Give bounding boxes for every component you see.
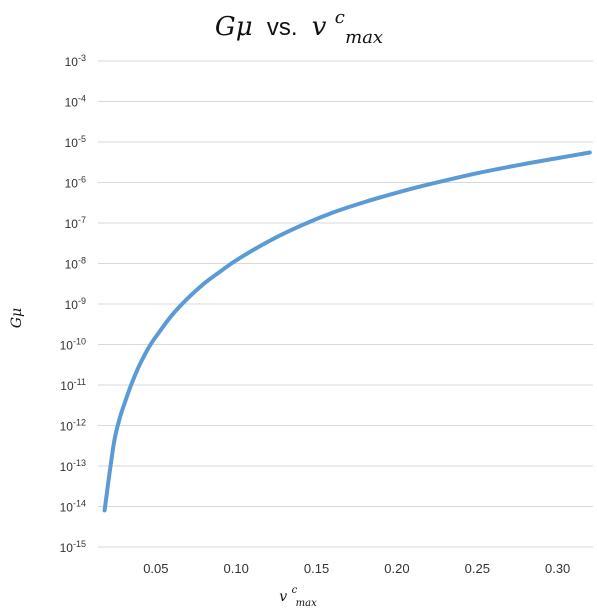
y-tick-base: 10	[60, 379, 74, 393]
x-tick-label: 0.05	[143, 561, 168, 576]
y-tick-label: 10-6	[65, 175, 86, 191]
y-tick-base: 10	[65, 55, 79, 69]
y-tick-exponent: -4	[78, 94, 86, 104]
x-axis-label-base: v	[279, 589, 287, 605]
x-axis-label-sup: c	[292, 585, 298, 596]
y-tick-base: 10	[65, 177, 79, 191]
x-axis-label-sub: max	[296, 598, 317, 609]
y-tick-base: 10	[65, 217, 79, 231]
title-rhs-sub: max	[345, 27, 383, 48]
y-tick-exponent: -11	[74, 377, 86, 387]
title-vs: vs.	[267, 14, 298, 41]
y-tick-base: 10	[65, 136, 79, 150]
y-tick-exponent: -10	[73, 337, 86, 347]
y-tick-exponent: -7	[78, 215, 86, 225]
y-tick-base: 10	[60, 420, 74, 434]
series-layer	[102, 150, 592, 513]
y-tick-exponent: -5	[78, 134, 86, 144]
y-tick-label: 10-7	[65, 215, 86, 231]
y-tick-label: 10-11	[60, 377, 86, 393]
y-tick-label: 10-9	[65, 296, 86, 312]
y-tick-label: 10-15	[60, 539, 86, 555]
title-rhs-base: v	[312, 12, 327, 42]
y-tick-label: 10-4	[65, 94, 86, 110]
y-tick-base: 10	[60, 501, 74, 515]
x-tick-label: 0.20	[384, 561, 409, 576]
y-tick-exponent: -14	[73, 499, 86, 509]
chart-title: Gμ vs. v c max	[215, 0, 383, 48]
y-tick-exponent: -9	[78, 296, 86, 306]
y-tick-exponent: -13	[73, 458, 86, 468]
x-tick-label: 0.30	[545, 561, 570, 576]
y-tick-label: 10-8	[65, 256, 86, 272]
y-tick-exponent: -8	[78, 256, 86, 266]
y-tick-base: 10	[60, 541, 74, 555]
y-tick-base: 10	[60, 339, 74, 353]
x-axis-ticks: 0.05 0.10 0.15 0.20 0.25 0.30	[143, 561, 570, 576]
y-tick-exponent: -15	[73, 539, 86, 549]
x-tick-label: 0.10	[224, 561, 249, 576]
title-rhs-sup: c	[335, 7, 345, 28]
series-line	[102, 150, 592, 513]
y-axis-ticks: 10-310-410-510-610-710-810-910-1010-1110…	[60, 53, 86, 555]
y-tick-base: 10	[65, 96, 79, 110]
y-tick-label: 10-13	[60, 458, 86, 474]
title-lhs: Gμ	[215, 12, 253, 42]
x-axis-label: v c max	[279, 581, 317, 609]
x-tick-label: 0.25	[465, 561, 490, 576]
y-tick-label: 10-14	[60, 499, 86, 515]
y-tick-label: 10-12	[60, 418, 86, 434]
y-tick-base: 10	[60, 460, 74, 474]
y-tick-exponent: -3	[78, 53, 86, 63]
y-axis-label: Gμ	[9, 308, 25, 328]
grid	[98, 60, 593, 548]
y-tick-exponent: -12	[73, 418, 86, 428]
svg-text:Gμ vs. v c: Gμ vs. v c max	[215, 0, 383, 48]
y-tick-base: 10	[65, 298, 79, 312]
y-tick-base: 10	[65, 258, 79, 272]
y-tick-exponent: -6	[78, 175, 86, 185]
x-tick-label: 0.15	[304, 561, 329, 576]
y-tick-label: 10-10	[60, 337, 86, 353]
y-tick-label: 10-3	[65, 53, 86, 69]
y-tick-label: 10-5	[65, 134, 86, 150]
